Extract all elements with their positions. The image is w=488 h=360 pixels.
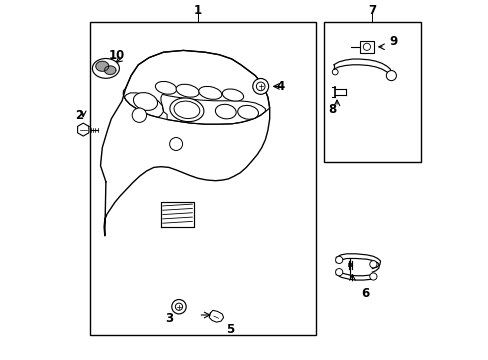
Bar xyxy=(323,22,420,162)
Circle shape xyxy=(335,269,342,276)
Circle shape xyxy=(386,71,396,81)
Ellipse shape xyxy=(133,93,157,111)
Text: 2: 2 xyxy=(75,109,83,122)
Circle shape xyxy=(256,82,264,91)
Ellipse shape xyxy=(215,104,236,119)
FancyBboxPatch shape xyxy=(359,41,373,53)
Circle shape xyxy=(252,78,268,94)
Ellipse shape xyxy=(92,59,119,78)
Ellipse shape xyxy=(169,98,203,122)
Ellipse shape xyxy=(237,105,258,119)
Circle shape xyxy=(175,303,182,310)
Text: 10: 10 xyxy=(108,49,124,62)
Ellipse shape xyxy=(174,101,200,118)
Text: 6: 6 xyxy=(360,287,368,300)
Circle shape xyxy=(369,273,376,280)
Ellipse shape xyxy=(155,81,176,94)
Text: 7: 7 xyxy=(367,4,376,17)
Ellipse shape xyxy=(222,89,243,101)
Polygon shape xyxy=(104,66,116,75)
Circle shape xyxy=(369,261,376,268)
Text: 4: 4 xyxy=(276,80,284,93)
Text: 5: 5 xyxy=(225,323,234,336)
Circle shape xyxy=(171,300,186,314)
Ellipse shape xyxy=(176,84,199,97)
Bar xyxy=(89,22,316,335)
Ellipse shape xyxy=(199,86,222,99)
Circle shape xyxy=(332,69,337,75)
Text: 1: 1 xyxy=(193,4,202,17)
Circle shape xyxy=(335,256,342,264)
Text: 8: 8 xyxy=(328,103,336,116)
Circle shape xyxy=(132,108,146,122)
Circle shape xyxy=(169,138,182,150)
Polygon shape xyxy=(96,61,108,71)
Circle shape xyxy=(363,43,370,50)
Text: 3: 3 xyxy=(164,312,173,325)
Text: 9: 9 xyxy=(389,35,397,48)
